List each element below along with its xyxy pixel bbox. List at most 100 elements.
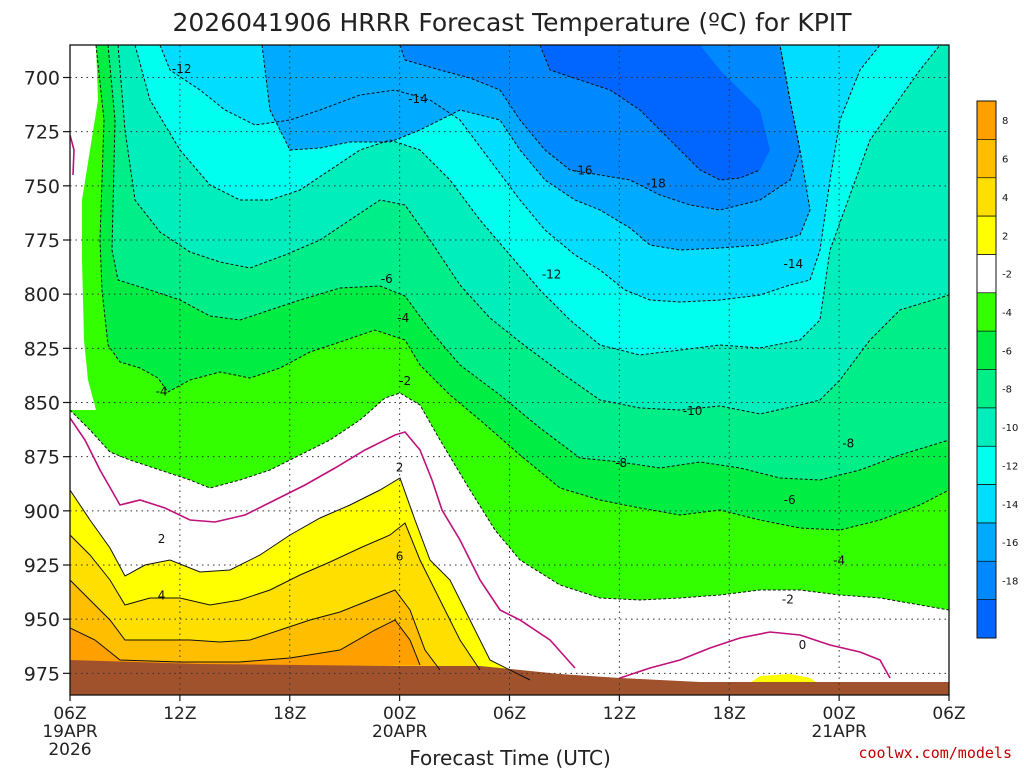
contour-labels: -12 -14 -16 -18 -14 -12 -6 -4 -2 -4 -10 -8 -8 -6 2 2 -4 6… — [156, 62, 855, 652]
x-tick-date: 19APR — [42, 722, 98, 742]
contour-label: -14 — [784, 257, 804, 271]
x-tick-label: 12Z — [163, 704, 196, 724]
colorbar-label: -2 — [1002, 270, 1012, 281]
freezing-line-top-left — [70, 134, 75, 176]
y-tick-label: 900 — [24, 501, 60, 523]
y-axis: 700 725 750 775 800 825 850 875 900 925 950 975 — [24, 68, 70, 685]
contour-minus18 — [539, 45, 761, 181]
x-tick-label: 18Z — [713, 704, 746, 724]
contour-label: -14 — [408, 92, 428, 106]
contour-label: -2 — [399, 374, 411, 388]
band-above-plus8 — [70, 620, 420, 668]
colorbar-swatch — [977, 292, 996, 332]
colorbar-swatch — [977, 561, 996, 601]
colorbar-swatch — [977, 484, 996, 524]
contour-minus14 — [261, 45, 811, 251]
x-tick-label: 12Z — [603, 704, 636, 724]
x-tick-date: 21APR — [811, 722, 867, 742]
colorbar-swatch — [977, 446, 996, 486]
colorbar-label: -16 — [1002, 538, 1018, 549]
y-tick-label: 750 — [24, 176, 60, 198]
contour-label: -4 — [397, 311, 409, 325]
colorbar-label: -18 — [1002, 576, 1018, 587]
colorbar-label: -14 — [1002, 500, 1018, 511]
colorbar-label: 6 — [1002, 155, 1008, 166]
colorbar-swatch — [977, 139, 996, 179]
credit-text: coolwx.com/models — [858, 744, 1012, 762]
x-tick-label: 18Z — [273, 704, 306, 724]
colorbar-swatch — [977, 331, 996, 370]
colorbar-swatch — [977, 254, 996, 294]
contour-label: -2 — [782, 593, 794, 607]
contour-label: -12 — [542, 268, 562, 282]
colorbar-label: -8 — [1002, 385, 1012, 396]
colorbar-swatch — [977, 407, 996, 447]
colorbar-swatch — [977, 369, 996, 409]
colorbar-label: -6 — [1002, 346, 1012, 357]
y-tick-label: 725 — [24, 122, 60, 144]
plot-area: -12 -14 -16 -18 -14 -12 -6 -4 -2 -4 -10 -8 -8 -6 2 2 -4 6… — [70, 45, 949, 695]
y-tick-label: 700 — [24, 68, 60, 90]
contour-minus2 — [70, 392, 949, 611]
contours-positive — [70, 477, 531, 681]
contour-minus4 — [95, 45, 949, 531]
colorbar-label: -12 — [1002, 461, 1018, 472]
x-tick-label: 06Z — [493, 704, 526, 724]
contour-label: 6 — [396, 549, 404, 563]
x-tick-label: 06Z — [53, 704, 86, 724]
x-tick-date: 20APR — [372, 722, 428, 742]
y-tick-label: 975 — [24, 663, 60, 685]
y-tick-label: 875 — [24, 447, 60, 469]
colorbar: 8 6 4 2 -2 -4 -6 -8 -10 -12 -14 -16 -18 — [976, 100, 1018, 639]
contour-label: 2 — [158, 532, 166, 546]
colorbar-label: -10 — [1002, 423, 1018, 434]
y-tick-label: 775 — [24, 230, 60, 252]
contours-negative — [70, 45, 949, 611]
y-tick-label: 950 — [24, 609, 60, 631]
y-tick-label: 850 — [24, 393, 60, 415]
contour-label: -8 — [615, 456, 627, 470]
contour-minus8 — [117, 45, 949, 415]
colorbar-label: 4 — [1002, 193, 1008, 204]
contour-label: -10 — [683, 404, 703, 418]
contour-label: 0 — [799, 638, 807, 652]
contour-label: -18 — [646, 177, 666, 191]
colorbar-swatch — [977, 216, 996, 255]
colorbar-swatch — [977, 101, 996, 140]
contour-plus8 — [70, 619, 421, 666]
contour-minus12 — [159, 45, 881, 303]
contour-plus4 — [70, 522, 481, 671]
contour-label: 4 — [158, 588, 166, 602]
x-tick-label: 00Z — [383, 704, 416, 724]
colorbar-label: 8 — [1002, 116, 1008, 127]
contour-minus16 — [399, 45, 801, 211]
contour-label: -4 — [156, 385, 168, 399]
freezing-line-left — [70, 417, 576, 669]
chart-title: 2026041906 HRRR Forecast Temperature (ºC… — [172, 8, 852, 37]
contour-label: -6 — [784, 493, 796, 507]
x-tick-label: 06Z — [932, 704, 965, 724]
contour-plus6 — [70, 579, 441, 671]
freezing-lines — [70, 134, 891, 679]
band-below-minus18 — [540, 45, 770, 180]
band-left-white-strip — [70, 45, 98, 410]
contour-label: -8 — [842, 437, 854, 451]
contour-label: -6 — [381, 272, 393, 286]
x-tick-year: 2026 — [48, 740, 91, 760]
y-tick-label: 800 — [24, 284, 60, 306]
colorbar-swatch — [977, 522, 996, 562]
colorbar-swatch — [977, 177, 996, 217]
y-tick-label: 825 — [24, 338, 60, 360]
x-tick-label: 00Z — [822, 704, 855, 724]
contour-label: -4 — [833, 554, 845, 568]
y-tick-label: 925 — [24, 555, 60, 577]
contour-minus6 — [107, 45, 949, 481]
contour-minus10 — [134, 45, 941, 356]
x-axis-label: Forecast Time (UTC) — [409, 746, 611, 768]
contour-label: 2 — [396, 461, 404, 475]
contour-label: -16 — [573, 164, 593, 178]
freezing-line-right — [619, 631, 891, 679]
colorbar-swatch — [977, 599, 996, 639]
